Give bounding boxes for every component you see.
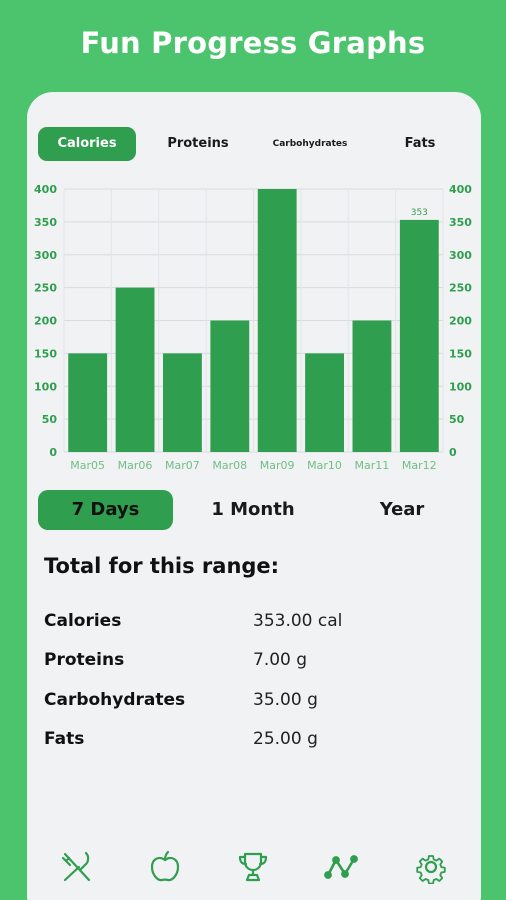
y-tick-label-right: 400 <box>449 183 472 196</box>
app-screen: Calories Proteins Carbohydrates Fats 0 0 5… <box>27 92 481 900</box>
chart-bar <box>399 219 439 452</box>
totals-label: Proteins <box>44 650 125 670</box>
y-tick-label-left: 50 <box>42 413 58 426</box>
y-tick-label-right: 50 <box>449 413 465 426</box>
fork-knife-icon <box>61 851 91 882</box>
chart-bar <box>352 320 392 452</box>
y-tick-label-left: 150 <box>34 347 57 360</box>
y-tick-label-right: 150 <box>449 347 472 360</box>
range-tabs: 7 Days 1 Month Year <box>37 490 471 530</box>
y-tick-label-left: 400 <box>34 183 57 196</box>
totals-row-calories: Calories 353.00 cal <box>44 611 464 641</box>
nav-settings-button[interactable] <box>409 847 453 887</box>
y-tick-label-right: 100 <box>449 380 472 393</box>
totals-value: 25.00 g <box>253 729 318 749</box>
x-tick-label: Mar07 <box>165 459 200 472</box>
tab-fats[interactable]: Fats <box>404 136 436 151</box>
x-tick-label: Mar05 <box>70 459 105 472</box>
chart-bar <box>163 353 202 452</box>
y-tick-label-right: 300 <box>449 249 472 262</box>
nutrient-tabs: Calories Proteins Carbohydrates Fats <box>37 127 471 161</box>
totals-heading: Total for this range: <box>44 554 280 578</box>
tab-calories[interactable]: Calories <box>38 127 136 161</box>
totals-row-proteins: Proteins 7.00 g <box>44 650 464 680</box>
chart-bar <box>115 287 155 452</box>
nav-foods-button[interactable] <box>143 847 187 887</box>
y-tick-label-left: 350 <box>34 216 57 229</box>
y-tick-label-left: 200 <box>34 315 57 328</box>
y-tick-label-left: 300 <box>34 249 57 262</box>
totals-label: Calories <box>44 611 122 631</box>
x-tick-label: Mar12 <box>402 459 437 472</box>
y-tick-label-left: 250 <box>34 282 57 295</box>
chart-bar <box>305 353 344 452</box>
totals-value: 7.00 g <box>253 650 308 670</box>
totals-label: Carbohydrates <box>44 690 186 710</box>
totals-label: Fats <box>44 729 85 749</box>
bottom-nav <box>27 847 481 887</box>
x-tick-label: Mar11 <box>355 459 390 472</box>
y-tick-label-right: 0 <box>449 446 457 459</box>
x-tick-label: Mar09 <box>260 459 295 472</box>
totals-row-carbohydrates: Carbohydrates 35.00 g <box>44 690 464 720</box>
y-tick-label-right: 250 <box>449 282 472 295</box>
x-tick-label: Mar10 <box>307 459 342 472</box>
chart-bar <box>210 320 250 452</box>
y-tick-label-right: 350 <box>449 216 472 229</box>
tab-1-month[interactable]: 1 Month <box>211 499 295 520</box>
trophy-icon <box>238 852 268 882</box>
nav-diary-button[interactable] <box>55 847 99 887</box>
y-tick-label-left: 0 <box>49 446 57 459</box>
tab-year[interactable]: Year <box>379 499 425 520</box>
nav-achievements-button[interactable] <box>231 847 275 887</box>
y-tick-label-right: 200 <box>449 315 472 328</box>
gear-icon <box>416 855 446 884</box>
x-tick-label: Mar06 <box>118 459 153 472</box>
promo-title: Fun Progress Graphs <box>80 26 426 60</box>
chart-bar <box>257 189 297 452</box>
totals-value: 35.00 g <box>253 690 318 710</box>
nav-progress-button[interactable] <box>319 847 363 887</box>
tab-7-days[interactable]: 7 Days <box>38 490 173 530</box>
chart-bar <box>68 353 108 452</box>
tab-proteins[interactable]: Proteins <box>167 136 229 151</box>
x-tick-label: Mar08 <box>212 459 247 472</box>
y-tick-label-left: 100 <box>34 380 57 393</box>
totals-value: 353.00 cal <box>253 611 343 631</box>
calories-bar-chart: 0 0 50 50 100 100 150 150 200 200 250 250 300 300 350 3… <box>34 183 472 472</box>
tab-carbohydrates[interactable]: Carbohydrates <box>272 139 348 149</box>
apple-icon <box>150 850 180 882</box>
totals-row-fats: Fats 25.00 g <box>44 729 464 759</box>
progress-graph-icon <box>324 855 358 879</box>
bar-value-label: 353 <box>411 208 428 218</box>
